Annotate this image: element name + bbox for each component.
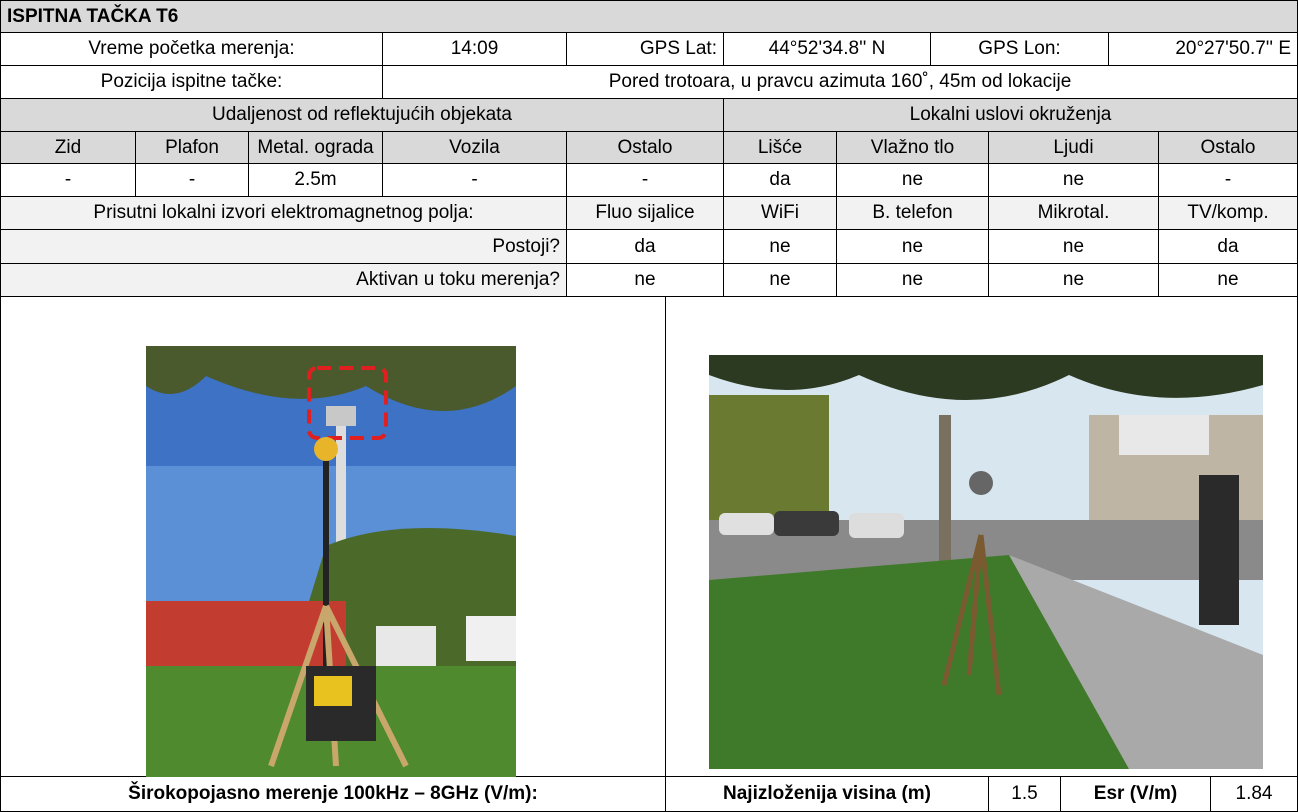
column-header: Vozila: [383, 132, 567, 164]
row-label: Postoji?: [1, 230, 567, 264]
value: -: [136, 164, 249, 197]
column-header: Fluo sijalice: [567, 197, 724, 230]
column-header: WiFi: [724, 197, 837, 230]
value: 14:09: [383, 33, 567, 66]
value: 2.5m: [249, 164, 383, 197]
section-header: Udaljenost od reflektujućih objekata: [1, 99, 724, 132]
column-header: B. telefon: [837, 197, 989, 230]
value: 1.84: [1211, 777, 1298, 812]
value: 20°27'50.7'' E: [1109, 33, 1298, 66]
value: ne: [989, 264, 1159, 297]
value: -: [567, 164, 724, 197]
photo-antenna: [146, 346, 516, 777]
value: ne: [567, 264, 724, 297]
value: ne: [1159, 264, 1298, 297]
section-header: Prisutni lokalni izvori elektromagnetnog…: [1, 197, 567, 230]
column-header: Plafon: [136, 132, 249, 164]
column-header: Lišće: [724, 132, 837, 164]
value: ne: [837, 264, 989, 297]
value: -: [383, 164, 567, 197]
label: GPS Lat:: [567, 33, 724, 66]
label: Esr (V/m): [1061, 777, 1211, 812]
label: GPS Lon:: [931, 33, 1109, 66]
row-label: Aktivan u toku merenja?: [1, 264, 567, 297]
value: 1.5: [989, 777, 1061, 812]
sheet-title: ISPITNA TAČKA T6: [1, 1, 1298, 33]
value: da: [724, 164, 837, 197]
label: Pozicija ispitne tačke:: [1, 66, 383, 99]
column-header: Zid: [1, 132, 136, 164]
value: ne: [837, 164, 989, 197]
column-header: Ostalo: [1159, 132, 1298, 164]
label: Vreme početka merenja:: [1, 33, 383, 66]
column-header: TV/komp.: [1159, 197, 1298, 230]
column-header: Mikrotal.: [989, 197, 1159, 230]
value: ne: [837, 230, 989, 264]
value: -: [1159, 164, 1298, 197]
column-header: Vlažno tlo: [837, 132, 989, 164]
value: ne: [724, 264, 837, 297]
value: ne: [989, 164, 1159, 197]
column-header: Ostalo: [567, 132, 724, 164]
section-header: Lokalni uslovi okruženja: [724, 99, 1298, 132]
value: 44°52'34.8'' N: [724, 33, 931, 66]
column-header: Metal. ograda: [249, 132, 383, 164]
column-header: Ljudi: [989, 132, 1159, 164]
value: -: [1, 164, 136, 197]
value: Pored trotoara, u pravcu azimuta 160˚, 4…: [383, 66, 1298, 99]
value: ne: [724, 230, 837, 264]
label: Širokopojasno merenje 100kHz – 8GHz (V/m…: [1, 777, 666, 812]
value: da: [567, 230, 724, 264]
value: ne: [989, 230, 1159, 264]
label: Najizloženija visina (m): [666, 777, 989, 812]
value: da: [1159, 230, 1298, 264]
photo-location: [709, 355, 1263, 769]
